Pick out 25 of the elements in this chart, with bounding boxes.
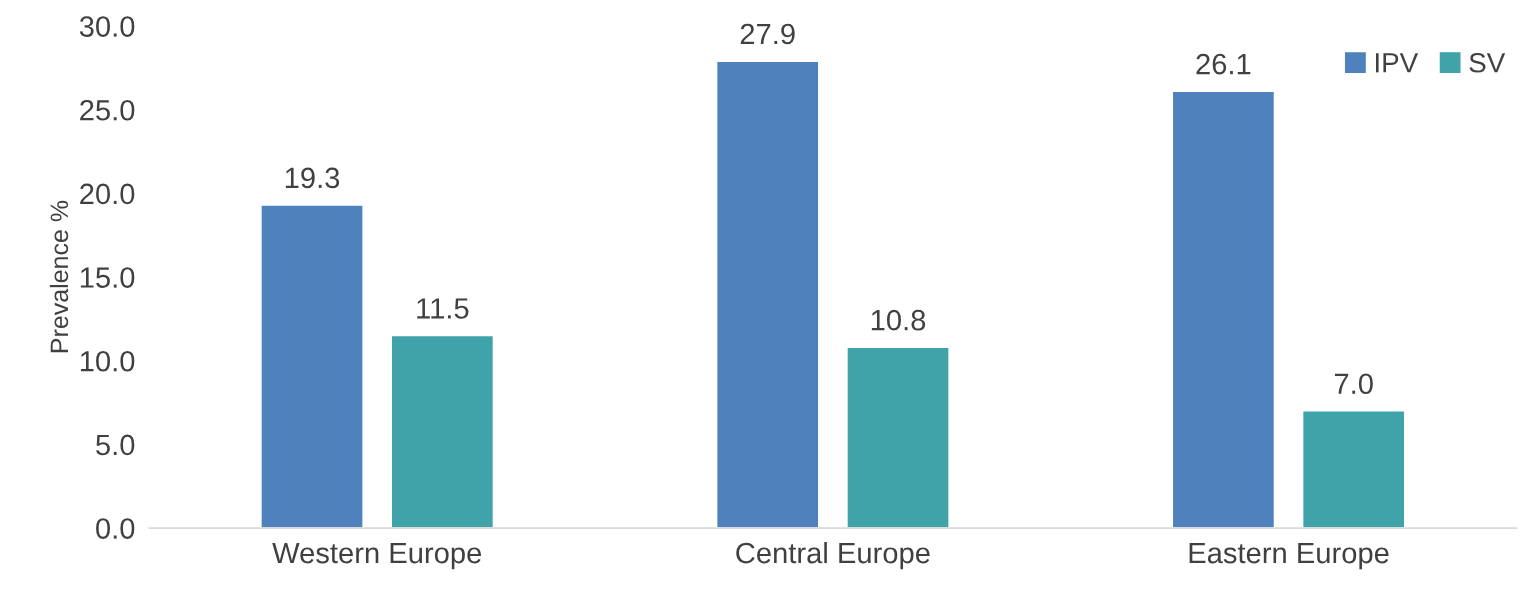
y-tick-label: 15.0	[80, 267, 135, 288]
x-tick-label: Western Europe	[272, 543, 482, 570]
y-tick-label: 25.0	[80, 99, 135, 121]
text: 19.3	[285, 167, 340, 189]
text: 7.0	[1334, 373, 1373, 395]
bar	[1171, 90, 1276, 529]
y-tick-label: 10.0	[80, 350, 135, 372]
x-tick-label: Eastern Europe	[1189, 543, 1389, 570]
bar	[846, 346, 950, 529]
bar	[1301, 410, 1406, 529]
legend-label: SV	[1469, 52, 1506, 73]
text: 10.8	[871, 309, 926, 331]
bar	[390, 334, 495, 529]
text: 27.9	[740, 23, 795, 45]
x-tick-label: Central Europe	[736, 541, 930, 570]
text: 11.5	[417, 298, 469, 319]
bar	[715, 60, 820, 529]
y-tick-label: 5.0	[96, 434, 135, 456]
y-tick-label: 30.0	[79, 16, 135, 37]
y-tick-label: 20.0	[80, 183, 135, 205]
y-axis-title: Prevalence %	[49, 200, 69, 353]
bar	[260, 204, 364, 529]
y-tick-label: 0.0	[96, 518, 135, 539]
text: 26.1	[1196, 53, 1251, 75]
legend-label: IPV	[1376, 53, 1419, 73]
